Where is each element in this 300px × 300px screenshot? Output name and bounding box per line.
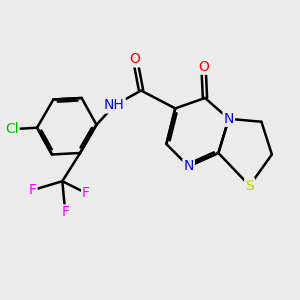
Text: F: F — [61, 206, 69, 219]
Text: F: F — [28, 183, 37, 197]
Text: Cl: Cl — [5, 122, 19, 136]
Text: O: O — [130, 52, 141, 66]
Text: N: N — [184, 159, 194, 173]
Text: F: F — [82, 186, 90, 200]
Text: S: S — [245, 179, 254, 193]
Text: NH: NH — [104, 98, 125, 112]
Text: N: N — [224, 112, 234, 126]
Text: O: O — [198, 60, 209, 74]
